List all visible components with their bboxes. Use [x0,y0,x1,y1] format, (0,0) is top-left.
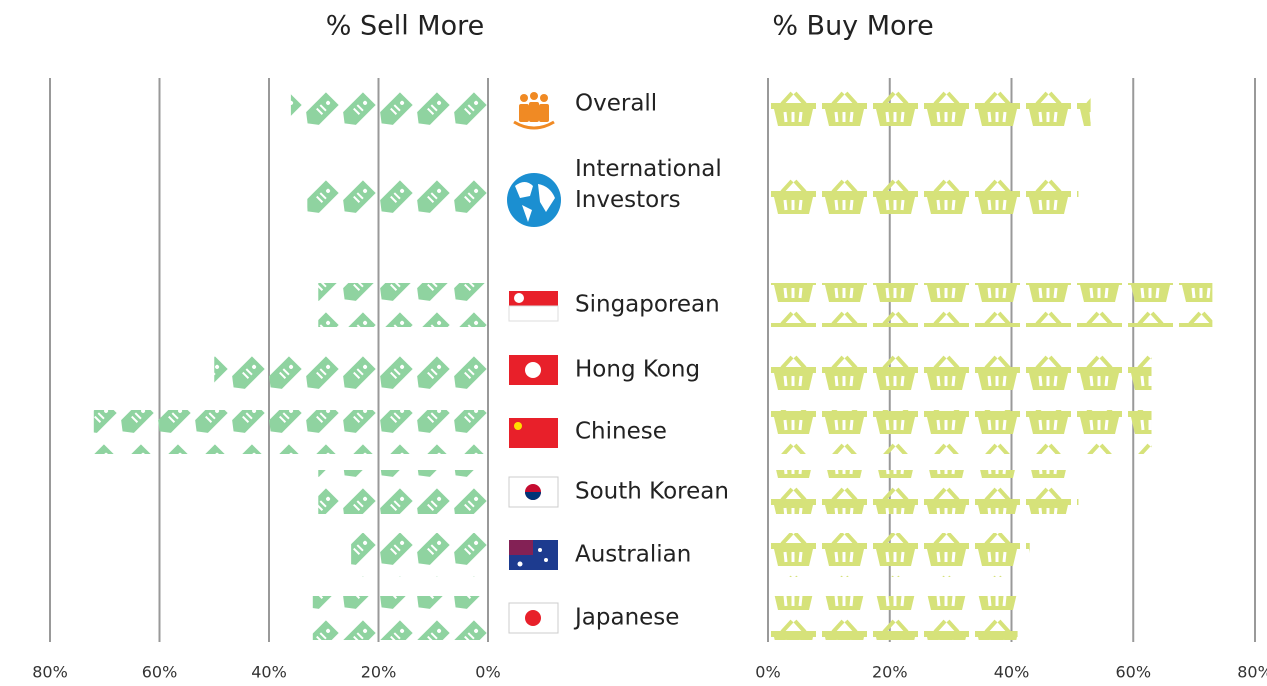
flag-jp [508,602,559,634]
x-tick-label: 20% [361,663,397,682]
pictogram-bar [312,596,488,640]
x-tick-label: 80% [1237,663,1267,682]
people-icon [513,92,555,130]
pictogram-bar [768,283,1213,327]
pictogram-bar [768,173,1079,217]
panel-title: % Sell More [326,11,485,42]
category-label: South Korean [575,478,729,505]
pictogram-bar [768,88,1091,132]
x-tick-label: 40% [251,663,287,682]
category-label: International Investors [575,156,722,213]
x-tick-label: 60% [142,663,178,682]
pictogram-bar [768,596,1018,640]
pictogram-bar [768,470,1079,514]
pictogram-bar [307,173,488,217]
globe-icon [507,173,561,227]
pictogram-bar [214,348,488,392]
pictogram-bar [768,348,1152,392]
x-tick-label: 0% [475,663,500,682]
x-tick-label: 40% [994,663,1030,682]
category-label: Australian [575,541,692,568]
category-label: Chinese [575,418,667,445]
pictogram-bar [290,88,488,132]
flag-au [509,540,558,570]
x-tick-label: 60% [1115,663,1151,682]
x-tick-label: 80% [32,663,68,682]
x-tick-label: 0% [755,663,780,682]
pictogram-bar [93,410,489,454]
category-label: Overall [575,90,658,117]
flag-cn [509,418,558,448]
pictogram-bar [318,283,488,327]
flag-sg [508,291,559,322]
row-icons [507,92,561,634]
flag-kr [508,476,559,508]
category-label: Japanese [575,604,680,631]
pictogram-bar [768,533,1030,577]
pictogram-bar [768,410,1152,454]
pictogram-bar [351,533,488,577]
category-label: Singaporean [575,291,720,318]
pictogram-bar [318,470,488,514]
flag-hk [509,355,558,385]
panel-title: % Buy More [772,11,933,42]
category-label: Hong Kong [575,356,701,383]
x-tick-label: 20% [872,663,908,682]
